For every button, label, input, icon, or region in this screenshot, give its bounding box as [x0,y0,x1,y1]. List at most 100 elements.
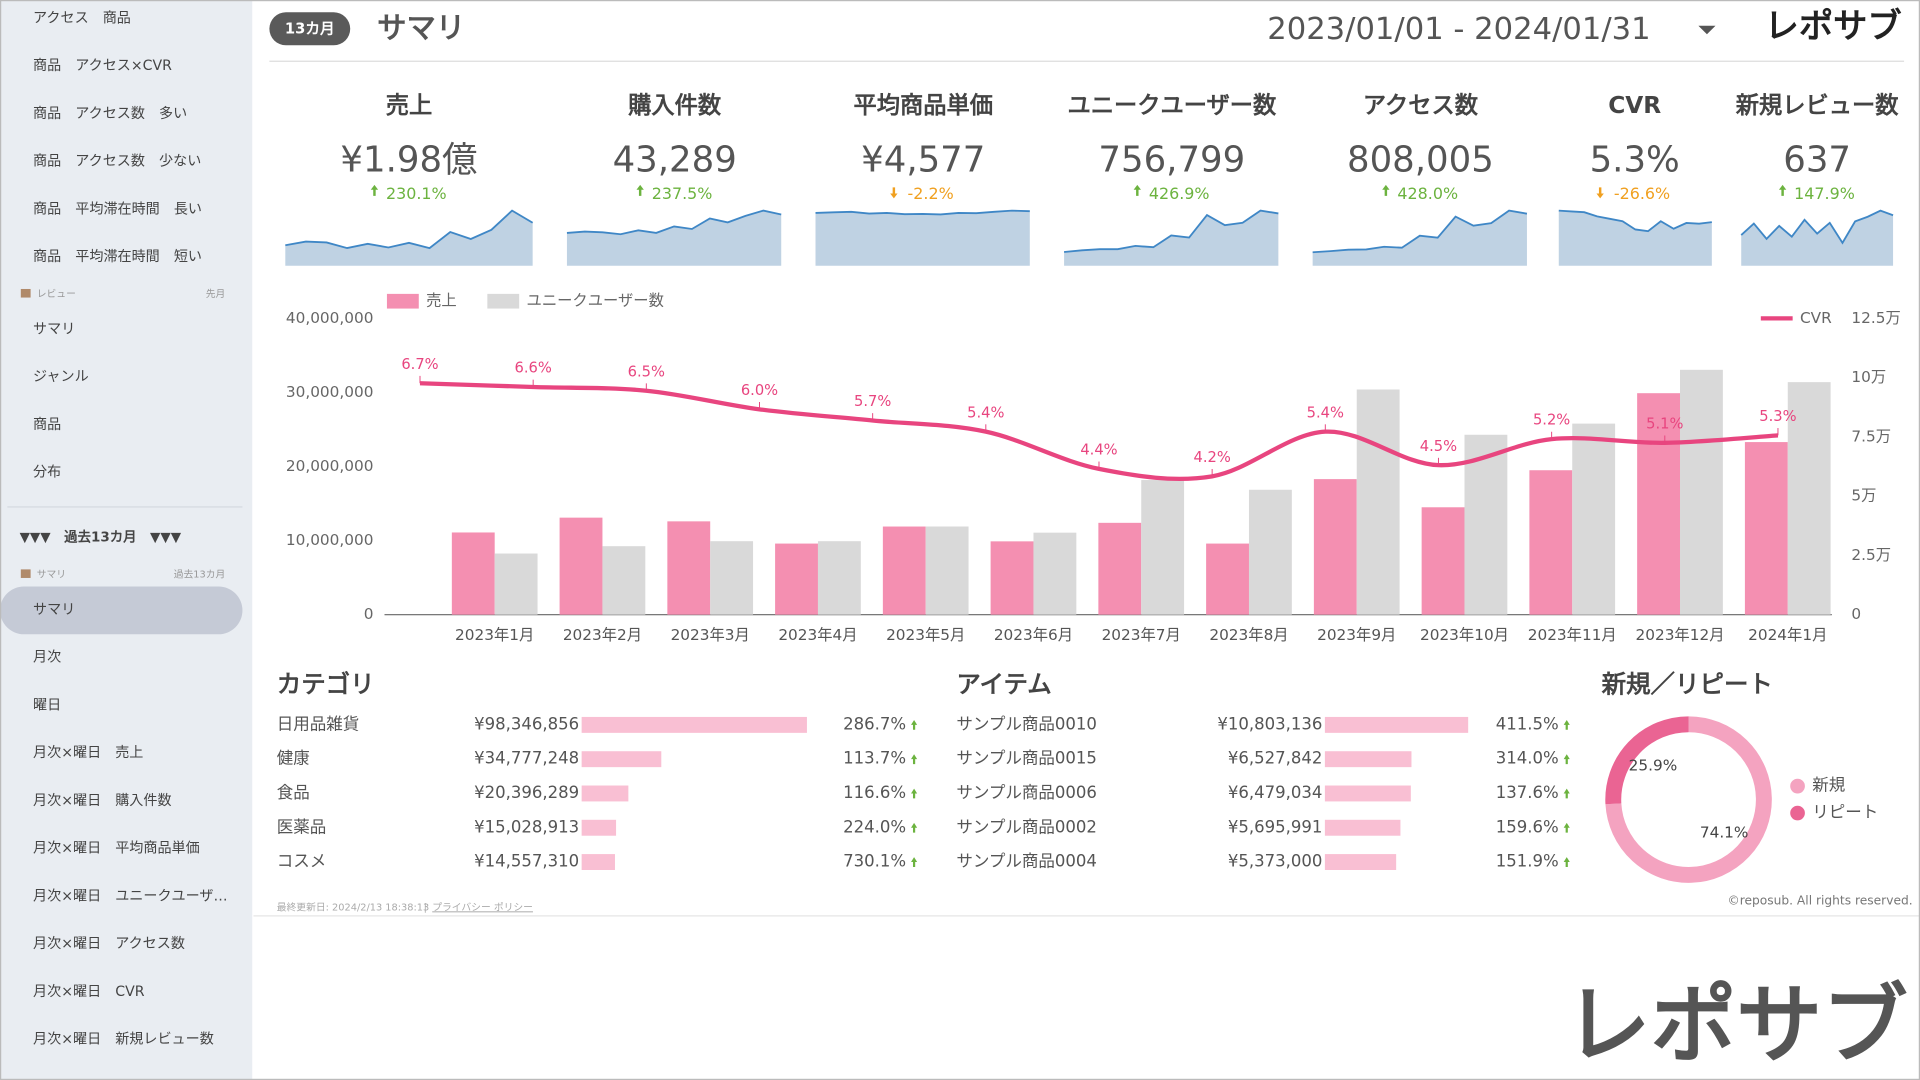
row-name: コスメ [277,852,327,871]
kpi-label: CVR [1608,92,1661,119]
y-tick-label: 40,000,000 [286,309,374,327]
x-tick-label: 2023年1月 [455,626,534,644]
data-label: 4.4% [1080,442,1117,459]
sidebar-subheader: レビュー [37,288,76,300]
bar [990,541,1034,615]
bar [494,553,538,615]
sidebar-section[interactable]: ▼▼▼ 過去13カ月 ▼▼▼ [20,529,182,546]
period-badge[interactable] [269,12,351,46]
sidebar-item[interactable]: 分布 [33,465,61,481]
sidebar-item[interactable]: 月次×曜日 平均商品単価 [33,841,200,857]
sidebar-item[interactable]: 商品 アクセス数 多い [33,106,187,122]
row-amount: ¥5,695,991 [1228,817,1323,836]
donut-title: 新規／リピート [1601,670,1773,699]
sidebar-item[interactable]: 月次×曜日 CVR [33,984,145,1000]
bar [710,541,754,615]
sparkline-area [1558,210,1712,266]
sidebar-item[interactable]: 月次×曜日 新規レビュー数 [33,1032,214,1048]
bar [1356,389,1400,615]
bar [1141,480,1185,615]
sidebar-item[interactable]: 商品 アクセス×CVR [33,58,172,74]
kpi-value: 43,289 [613,140,737,181]
sparkline-line [1312,209,1528,254]
y-tick-label: 30,000,000 [286,383,374,401]
kpi-change: 147.9% [1794,184,1855,203]
sidebar-subheader: サマリ [37,568,66,580]
trend-arrow [911,788,918,799]
row-bar [1324,716,1469,733]
sparkline-line [815,209,1030,216]
sidebar-item[interactable]: 曜日 [33,697,61,713]
sidebar-item[interactable]: 月次×曜日 購入件数 [33,793,172,809]
bar [1680,369,1723,615]
donut-label: 74.1% [1700,824,1749,842]
kpi-change: 426.9% [1149,184,1210,203]
table-title: カテゴリ [277,670,375,699]
bar [882,526,926,615]
bar [1744,442,1788,615]
x-tick-label: 2023年9月 [1317,626,1396,644]
bar [1464,434,1508,615]
row-change: 286.7% [843,714,906,733]
row-amount: ¥34,777,248 [474,749,579,768]
row-amount: ¥6,479,034 [1228,783,1323,802]
sparkline-area [1064,210,1279,266]
trend-arrow [1563,822,1570,833]
row-bar [581,785,629,802]
sidebar-item[interactable]: 商品 アクセス数 少ない [33,154,201,170]
trend-arrow [890,187,898,199]
row-amount: ¥6,527,842 [1228,749,1323,768]
row-name: サンプル商品0004 [956,852,1097,871]
row-change: 314.0% [1496,749,1559,768]
bar [775,543,818,615]
x-tick-label: 2023年5月 [886,626,965,644]
dropdown-arrow[interactable] [1698,25,1716,35]
trend-arrow [370,184,379,196]
sidebar-item[interactable]: 月次×曜日 アクセス数 [33,936,185,952]
row-amount: ¥20,396,289 [474,783,579,802]
sparkline-line [285,209,534,250]
row-bar [1324,854,1397,870]
sidebar-item[interactable]: サマリ [33,602,75,618]
legend-label: CVR [1800,309,1832,327]
sidebar-item[interactable]: サマリ [33,321,75,337]
bar [559,517,603,615]
bar [1421,507,1465,615]
sidebar-item[interactable]: 月次 [33,650,61,666]
sidebar-item[interactable]: 商品 平均滞在時間 長い [33,201,202,217]
trend-arrow [1778,184,1787,196]
trend-arrow [1382,184,1390,196]
kpi-change: -26.6% [1614,184,1670,203]
bar [817,541,861,615]
row-name: サンプル商品0010 [956,714,1097,733]
updated-at: 最終更新日: 2024/2/13 18:38:13 [277,900,430,913]
kpi-change: 230.1% [386,184,447,203]
row-bar [581,751,662,768]
sidebar-item[interactable]: 月次×曜日 ユニークユーザ… [33,888,228,904]
row-name: 日用品雑貨 [277,714,360,733]
row-change: 137.6% [1496,783,1559,802]
logo: レポサブ [1765,7,1902,47]
sidebar-item[interactable]: 商品 [33,417,61,433]
sidebar-item[interactable]: アクセス 商品 [33,10,131,26]
kpi-value: ¥1.98億 [340,140,477,181]
sidebar-item[interactable]: 月次×曜日 売上 [33,745,143,761]
data-label: 5.7% [854,393,891,410]
active-item-bg[interactable] [0,586,243,635]
date-range[interactable]: 2023/01/01 - 2024/01/31 [1267,12,1650,47]
y2-tick-label: 12.5万 [1851,309,1900,327]
sparkline-area [566,210,782,266]
trend-arrow [911,720,918,730]
sparkline-area [815,210,1030,266]
privacy-link[interactable]: プライバシー ポリシー [432,901,533,913]
row-name: サンプル商品0015 [956,749,1097,768]
bar [925,526,969,615]
trend-arrow [636,184,644,196]
sidebar-item[interactable]: 商品 平均滞在時間 短い [33,249,202,265]
data-label: 5.4% [967,404,1004,421]
data-label: 5.1% [1646,415,1683,432]
sidebar-item[interactable]: ジャンル [33,369,89,385]
y2-tick-label: 10万 [1851,368,1886,386]
